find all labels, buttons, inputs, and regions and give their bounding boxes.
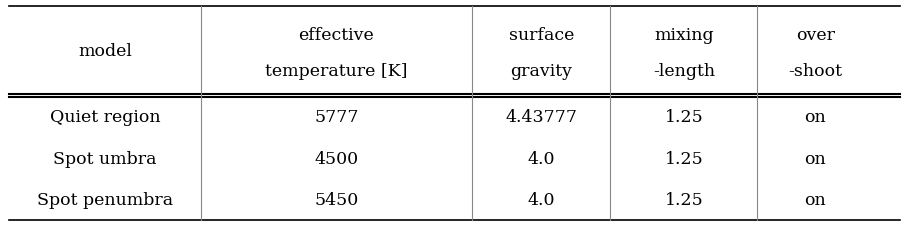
Text: mixing: mixing — [654, 27, 714, 44]
Text: 4.0: 4.0 — [527, 191, 555, 208]
Text: 5777: 5777 — [315, 109, 359, 126]
Text: temperature [K]: temperature [K] — [265, 63, 408, 80]
Text: Quiet region: Quiet region — [50, 109, 160, 126]
Text: Spot penumbra: Spot penumbra — [36, 191, 173, 208]
Text: 5450: 5450 — [315, 191, 358, 208]
Text: over: over — [795, 27, 834, 44]
Text: -length: -length — [653, 63, 715, 80]
Text: effective: effective — [298, 27, 375, 44]
Text: 1.25: 1.25 — [664, 191, 704, 208]
Text: on: on — [804, 109, 826, 126]
Text: surface: surface — [509, 27, 574, 44]
Text: Spot umbra: Spot umbra — [53, 150, 156, 167]
Text: -shoot: -shoot — [788, 63, 843, 80]
Text: gravity: gravity — [510, 63, 573, 80]
Text: 1.25: 1.25 — [664, 109, 704, 126]
Text: 4.0: 4.0 — [527, 150, 555, 167]
Text: model: model — [78, 43, 132, 60]
Text: 4.43777: 4.43777 — [505, 109, 577, 126]
Text: on: on — [804, 191, 826, 208]
Text: 4500: 4500 — [315, 150, 358, 167]
Text: 1.25: 1.25 — [664, 150, 704, 167]
Text: on: on — [804, 150, 826, 167]
